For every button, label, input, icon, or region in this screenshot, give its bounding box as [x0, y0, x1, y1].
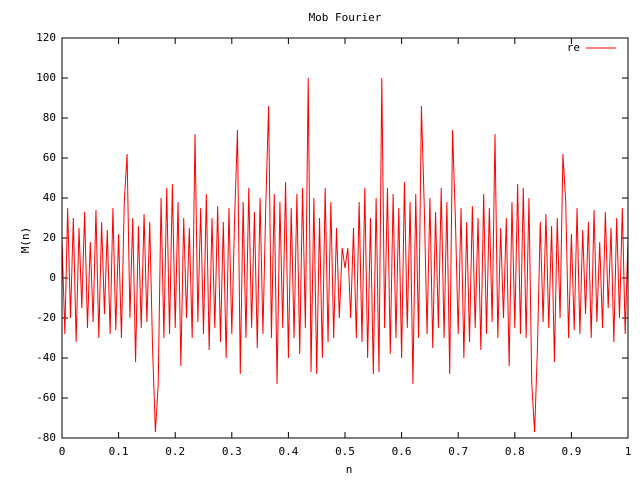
y-tick-label: -80 [36, 431, 56, 444]
y-tick-label: 40 [43, 191, 56, 204]
x-tick-label: 0 [59, 445, 66, 458]
x-tick-label: 0.5 [335, 445, 355, 458]
y-tick-label: 20 [43, 231, 56, 244]
chart-title: Mob Fourier [309, 11, 382, 24]
x-tick-label: 0.6 [392, 445, 412, 458]
x-tick-label: 1 [625, 445, 632, 458]
y-tick-label: 0 [49, 271, 56, 284]
y-tick-label: 80 [43, 111, 56, 124]
y-tick-label: 120 [36, 31, 56, 44]
y-tick-label: -40 [36, 351, 56, 364]
x-tick-label: 0.1 [109, 445, 129, 458]
x-tick-label: 0.7 [448, 445, 468, 458]
data-line [61, 77, 629, 433]
x-axis-label: n [346, 463, 353, 476]
y-axis-label: M(n) [19, 227, 32, 254]
x-tick-label: 0.9 [561, 445, 581, 458]
y-tick-label: -20 [36, 311, 56, 324]
y-tick-label: 60 [43, 151, 56, 164]
x-tick-label: 0.2 [165, 445, 185, 458]
plot-frame [61, 37, 629, 439]
y-tick-label: 100 [36, 71, 56, 84]
x-tick-label: 0.4 [278, 445, 298, 458]
legend-label: re [567, 41, 580, 54]
y-tick-label: -60 [36, 391, 56, 404]
x-tick-label: 0.8 [505, 445, 525, 458]
x-tick-label: 0.3 [222, 445, 242, 458]
